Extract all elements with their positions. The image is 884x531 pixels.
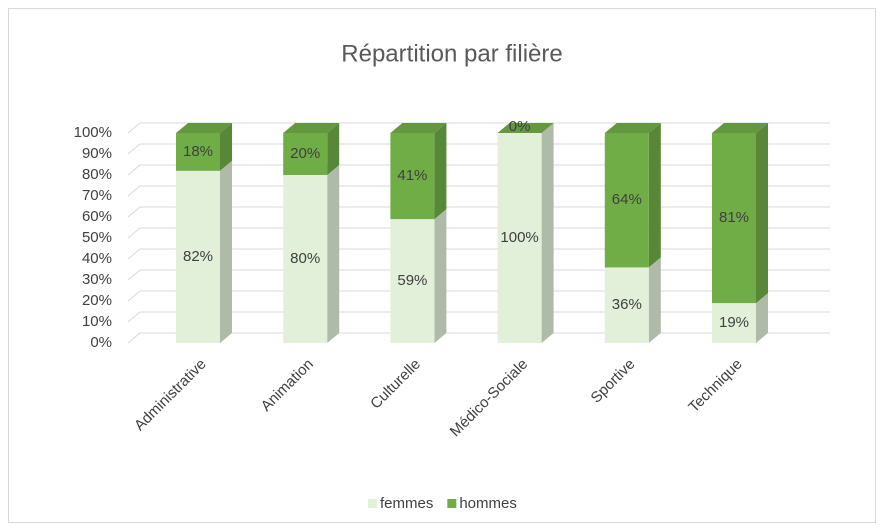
- bar: [712, 133, 756, 304]
- y-tick-label: 100%: [74, 124, 112, 141]
- y-tick-label: 20%: [82, 292, 112, 309]
- data-label: 36%: [612, 296, 642, 313]
- bar-top: [604, 123, 661, 133]
- bar-side: [327, 123, 340, 175]
- grid-line-side: [127, 122, 141, 134]
- bar-side: [648, 123, 661, 268]
- grid-line-side: [127, 248, 141, 260]
- y-tick-label: 70%: [82, 187, 112, 204]
- y-tick-label: 40%: [82, 250, 112, 267]
- bar-side: [434, 123, 447, 220]
- bar-side: [648, 257, 661, 343]
- bar-side: [756, 293, 768, 343]
- bar: [283, 175, 328, 343]
- bar-side: [756, 123, 768, 304]
- data-label: 0%: [509, 118, 531, 135]
- bar-top: [497, 123, 554, 133]
- data-label: 64%: [612, 191, 642, 208]
- grid-line-side: [127, 269, 141, 281]
- bar-top: [390, 123, 447, 133]
- legend-swatch: [368, 499, 377, 508]
- y-tick-label: 30%: [82, 271, 112, 288]
- data-label: 81%: [719, 209, 749, 226]
- bar-top: [283, 123, 340, 133]
- bar: [604, 133, 649, 268]
- legend-label: femmes: [380, 495, 433, 512]
- grid-line-side: [127, 227, 141, 239]
- data-label: 18%: [183, 143, 213, 160]
- data-label: 80%: [290, 250, 320, 267]
- y-tick-label: 10%: [82, 313, 112, 330]
- grid-line-side: [127, 185, 141, 197]
- y-tick-label: 0%: [90, 334, 112, 351]
- bar-side: [220, 123, 232, 171]
- bar-top: [712, 123, 768, 133]
- bar-top: [176, 123, 232, 133]
- bar: [390, 219, 435, 343]
- bar: [176, 133, 220, 171]
- bar: [604, 267, 649, 343]
- data-label: 20%: [290, 145, 320, 162]
- data-label: 19%: [719, 314, 749, 331]
- bar-side: [220, 160, 232, 343]
- data-label: 59%: [397, 272, 427, 289]
- data-label: 100%: [500, 229, 538, 246]
- grid-line-side: [127, 290, 141, 302]
- data-label: 41%: [397, 167, 427, 184]
- bar-side: [327, 165, 340, 343]
- bar-side: [541, 123, 554, 343]
- legend-label: hommes: [459, 495, 517, 512]
- grid-line-side: [127, 143, 141, 155]
- grid-line-side: [127, 332, 141, 344]
- bar: [390, 133, 435, 220]
- bar: [497, 133, 542, 343]
- grid-line-side: [127, 206, 141, 218]
- chart-title: Répartition par filière: [341, 40, 562, 67]
- grid-line-side: [127, 164, 141, 176]
- bar-side: [434, 209, 447, 343]
- bar: [712, 303, 756, 343]
- y-tick-label: 80%: [82, 166, 112, 183]
- y-tick-label: 60%: [82, 208, 112, 225]
- legend-swatch: [447, 499, 457, 508]
- grid-line-side: [127, 311, 141, 323]
- y-tick-label: 90%: [82, 145, 112, 162]
- y-tick-label: 50%: [82, 229, 112, 246]
- bar: [176, 170, 220, 343]
- bar: [283, 133, 328, 175]
- data-label: 82%: [183, 248, 213, 265]
